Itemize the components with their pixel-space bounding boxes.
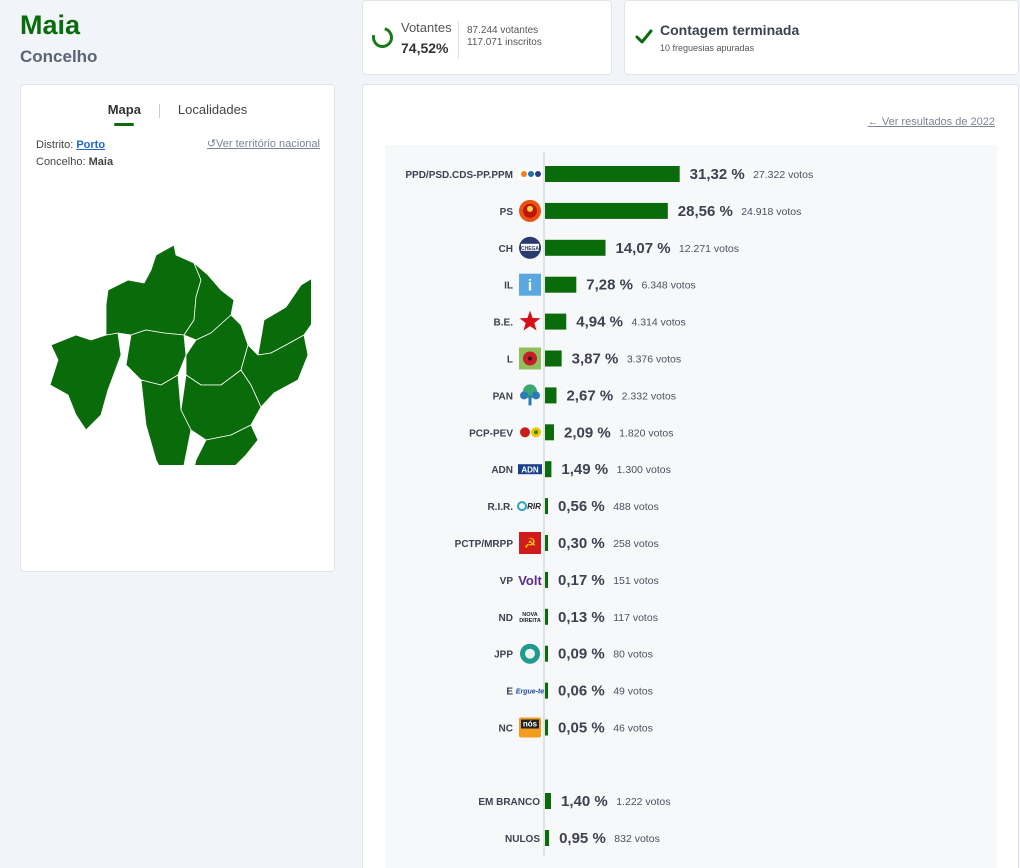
previous-results-label: Ver resultados de 2022	[881, 116, 995, 128]
tab-map[interactable]: Mapa	[100, 102, 149, 126]
parish-south[interactable]	[191, 424, 259, 465]
voters-label: Votantes	[401, 20, 452, 35]
previous-results-link[interactable]: ← Ver resultados de 2022	[868, 116, 995, 128]
location-info: Distrito: Porto Concelho: Maia	[36, 137, 113, 171]
parish-center-west[interactable]	[125, 329, 187, 386]
voters-count: 87.244 votantes	[467, 25, 539, 36]
national-link-label: Ver território nacional	[216, 138, 320, 150]
page-title: Maia	[20, 10, 81, 40]
arrow-left-icon: ←	[867, 116, 882, 128]
turnout-progress-icon	[368, 23, 397, 52]
county-value: Maia	[88, 156, 114, 168]
undo-icon: ↺	[206, 138, 217, 150]
parish-west[interactable]	[49, 332, 122, 431]
count-status-subtitle: 10 freguesias apuradas	[660, 43, 755, 53]
registered-count: 117.071 inscritos	[467, 37, 542, 48]
parish-northwest[interactable]	[105, 244, 202, 336]
turnout-percent: 74,52%	[401, 40, 449, 56]
check-icon	[635, 29, 653, 44]
map-tabs: Mapa Localidades	[21, 102, 334, 126]
parish-east[interactable]	[240, 334, 309, 408]
tab-localities[interactable]: Localidades	[177, 102, 248, 117]
parish-southwest[interactable]	[140, 374, 192, 465]
voters-details: 87.244 votantes 117.071 inscritos	[467, 25, 542, 49]
tab-divider	[158, 103, 160, 118]
map-panel: Mapa Localidades Distrito: Porto Concelho…	[20, 84, 335, 572]
county-label: Concelho:	[36, 156, 86, 168]
district-label: Distrito:	[36, 139, 74, 151]
district-link[interactable]: Porto	[76, 139, 106, 151]
count-status-title: Contagem terminada	[660, 22, 800, 38]
voters-card: Votantes 74,52% 87.244 votantes 117.071 …	[362, 0, 612, 75]
national-territory-link[interactable]: ↺Ver território nacional	[207, 137, 320, 150]
county-map	[49, 244, 311, 465]
page-subtitle: Concelho	[20, 47, 98, 66]
results-chart-area	[385, 145, 997, 868]
voters-divider	[458, 21, 459, 59]
results-panel: ← Ver resultados de 2022	[362, 84, 1019, 868]
count-status-card: Contagem terminada 10 freguesias apurada…	[624, 0, 1019, 75]
